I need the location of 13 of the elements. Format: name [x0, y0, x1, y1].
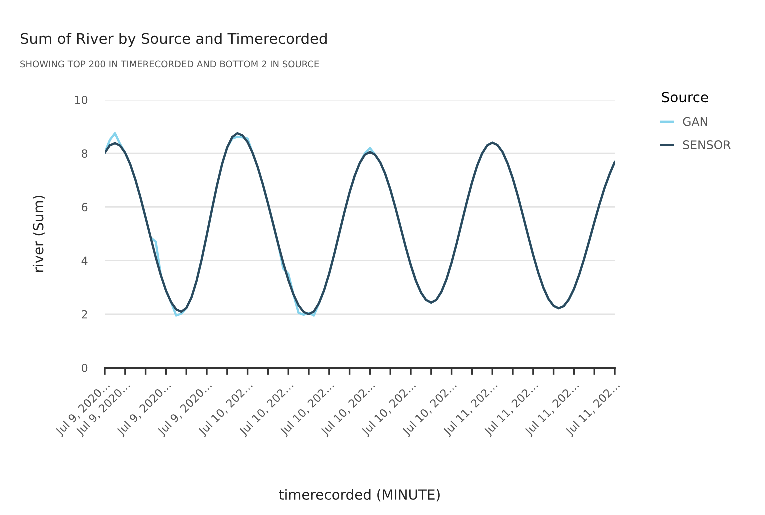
x-axis-title: timerecorded (MINUTE) [279, 489, 440, 502]
y-tick-label: 8 [82, 150, 88, 158]
y-axis-title: river (Sum) [32, 196, 46, 272]
y-tick-label: 4 [82, 256, 88, 266]
legend-title: Source [662, 92, 708, 103]
y-tick-label: 0 [82, 364, 88, 372]
chart-subtitle: SHOWING TOP 200 IN TIMERECORDED AND BOTTOM 2 IN SOURCE [20, 60, 320, 68]
y-tick-label: 6 [82, 203, 88, 212]
y-tick-label: 10 [75, 96, 88, 104]
chart-title: Sum of River by Source and Timerecorded [20, 32, 327, 48]
legend-label: GAN [683, 117, 708, 126]
y-tick-label: 2 [82, 310, 88, 319]
legend-label: SENSOR [683, 140, 732, 150]
